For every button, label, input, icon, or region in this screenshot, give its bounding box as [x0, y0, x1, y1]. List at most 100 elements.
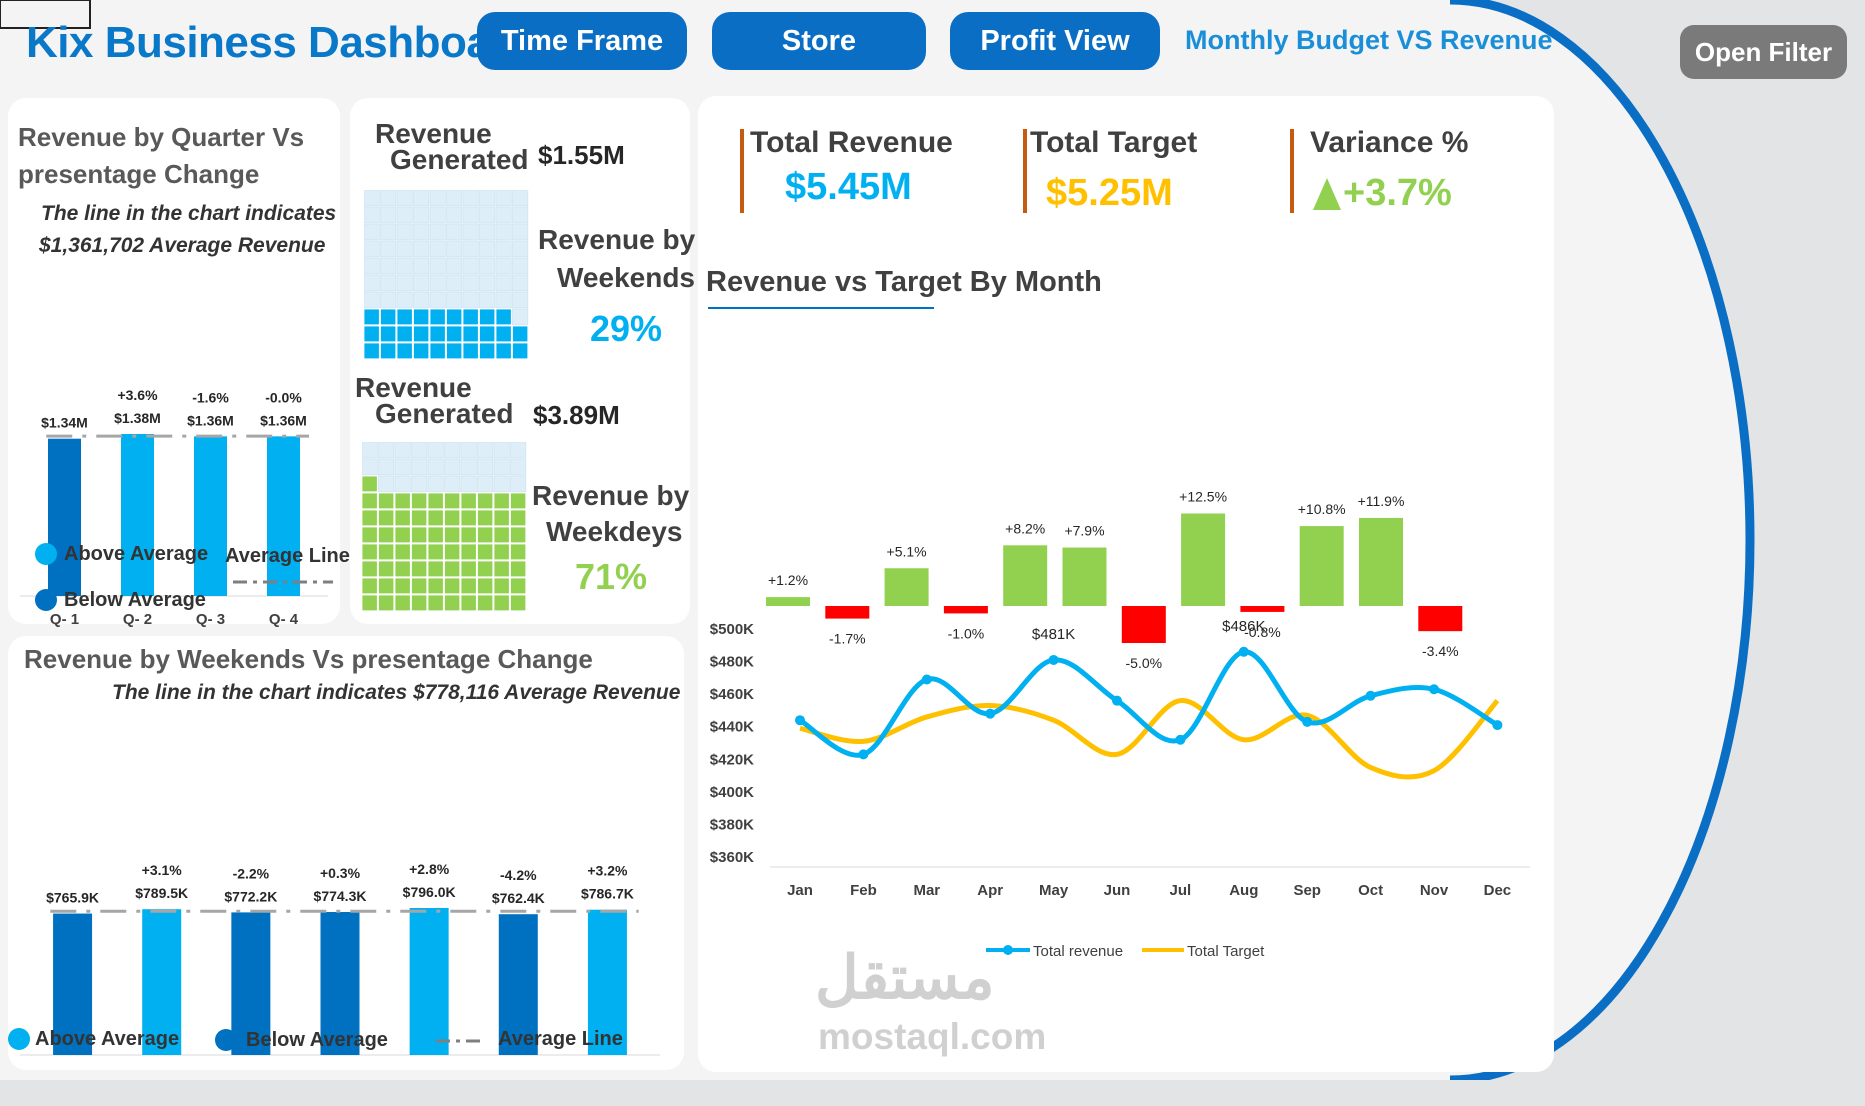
weekday-waffle-chart	[362, 442, 527, 612]
waffle-cell-filled	[429, 342, 446, 360]
waffle-cell-empty	[364, 206, 380, 224]
waffle-cell-empty	[380, 274, 397, 292]
weekday-legend-above: Above Average	[35, 1028, 180, 1050]
triangle-up-icon	[1313, 178, 1341, 210]
waffle-cell-empty	[479, 274, 496, 292]
waffle-cell-filled	[394, 560, 411, 578]
revenue-point-Nov	[1429, 684, 1439, 695]
waffle-cell-empty	[394, 475, 411, 493]
quarter-note-line1: The line in the chart indicates	[41, 202, 337, 225]
variance-label: -5.0%	[1126, 655, 1163, 671]
weekday-pct: 71%	[575, 556, 648, 597]
monthly-chart-title: Revenue vs Target By Month	[706, 266, 1102, 298]
waffle-cell-filled	[362, 594, 378, 612]
waffle-cell-empty	[413, 190, 430, 207]
waffle-cell-empty	[446, 190, 463, 207]
below-average-swatch	[35, 589, 57, 611]
bar-Q- 1	[48, 438, 81, 596]
weekday-card-note: The line in the chart indicates $778,116…	[112, 681, 681, 704]
waffle-cell-empty	[396, 240, 413, 258]
y-tick-label: $460K	[710, 686, 754, 703]
waffle-cell-filled	[510, 492, 527, 510]
monthly-budget-link[interactable]: Monthly Budget VS Revenue	[1185, 25, 1553, 55]
open-filter-button[interactable]: Open Filter	[1680, 25, 1847, 79]
y-tick-label: $360K	[710, 849, 754, 866]
waffle-cell-filled	[378, 509, 395, 527]
waffle-cell-empty	[364, 291, 380, 309]
waffle-cell-empty	[380, 190, 397, 207]
waffle-cell-empty	[493, 458, 510, 476]
value-label: $1.36M	[187, 412, 234, 428]
store-button[interactable]: Store	[712, 12, 926, 70]
quarter-legend-line: Average Line	[225, 545, 350, 567]
monthly-card: Total Revenue $5.45M Total Target $5.25M…	[698, 96, 1554, 1072]
y-tick-label: $440K	[710, 719, 754, 736]
waffle-cell-empty	[460, 442, 477, 459]
waffle-cell-filled	[427, 543, 444, 561]
waffle-cell-empty	[510, 475, 527, 493]
waffle-cell-empty	[394, 442, 411, 459]
waffle-cell-filled	[493, 577, 510, 595]
variance-label: -0.8%	[1244, 624, 1281, 640]
waffle-cell-filled	[427, 526, 444, 544]
waffle-cell-filled	[394, 543, 411, 561]
waffle-cell-empty	[364, 190, 380, 207]
kpi-accent-bar	[1290, 129, 1294, 213]
waffle-cell-filled	[444, 492, 461, 510]
waffle-cell-empty	[512, 223, 529, 241]
waffle-cell-empty	[495, 274, 512, 292]
y-tick-label: $420K	[710, 751, 754, 768]
waffle-cell-filled	[362, 475, 378, 493]
variance-label: +7.9%	[1064, 523, 1104, 539]
waffle-cell-filled	[380, 308, 397, 326]
profit-view-button[interactable]: Profit View	[950, 12, 1160, 70]
variance-bar-Oct	[1299, 526, 1344, 606]
x-tick-label: Feb	[850, 882, 877, 899]
waffle-cell-empty	[396, 190, 413, 207]
weekday-generated-label-1: Revenue	[355, 372, 472, 403]
weekday-legend-below: Below Average	[246, 1029, 388, 1051]
waffle-cell-filled	[394, 594, 411, 612]
value-label: $1.38M	[114, 410, 161, 426]
quarter-legend-above: Above Average	[64, 543, 209, 565]
weekday-legend-line: Average Line	[498, 1028, 623, 1050]
weekend-title-1: Revenue by	[538, 224, 696, 255]
monthly-variance-chart: +1.2% -1.7% +5.1% -1.0% +8.2% +7.9% -5.0% +12.5…	[766, 489, 1463, 671]
revenue-point-Mar	[921, 674, 932, 685]
waffle-cell-empty	[446, 257, 463, 275]
x-tick-label: Mar	[913, 882, 940, 899]
weekday-generated-label-2: Generated	[375, 398, 514, 429]
waffle-cell-empty	[446, 206, 463, 224]
waffle-cell-filled	[444, 594, 461, 612]
time-frame-button[interactable]: Time Frame	[477, 12, 687, 70]
kpi-accent-bar	[740, 129, 744, 213]
waffle-cell-filled	[378, 543, 395, 561]
waffle-cell-filled	[510, 543, 527, 561]
waffle-cell-empty	[394, 458, 411, 476]
weekend-amount: $1.55M	[538, 140, 625, 170]
waffle-cell-empty	[493, 475, 510, 493]
waffle-cell-empty	[429, 206, 446, 224]
waffle-cell-empty	[446, 274, 463, 292]
waffle-cell-empty	[479, 291, 496, 309]
dashboard-title: Kix Business Dashboard	[26, 18, 534, 67]
weekday-bar-chart: $765.9KSun$789.5K+3.1%Mon$772.2K-2.2%Tue…	[20, 861, 660, 1056]
y-tick-label: $400K	[710, 784, 754, 801]
x-tick-label: Nov	[1420, 882, 1449, 899]
waffle-cell-empty	[479, 257, 496, 275]
waffle-cell-empty	[411, 475, 428, 493]
waffle-cell-empty	[512, 240, 529, 258]
revenue-point-Jun	[1112, 695, 1122, 706]
waffle-cell-empty	[364, 240, 380, 258]
waffle-cell-empty	[495, 240, 512, 258]
waffle-cell-empty	[429, 223, 446, 241]
value-label: $1.36M	[260, 412, 307, 428]
waffle-cell-filled	[411, 492, 428, 510]
waffle-cell-empty	[495, 257, 512, 275]
total-target-value: $5.25M	[1046, 172, 1173, 214]
waffle-cell-filled	[510, 577, 527, 595]
waffle-cell-empty	[495, 206, 512, 224]
revenue-point-Jul	[1175, 734, 1186, 745]
waffle-cell-filled	[427, 594, 444, 612]
weekend-generated-label-2: Generated	[390, 144, 529, 175]
